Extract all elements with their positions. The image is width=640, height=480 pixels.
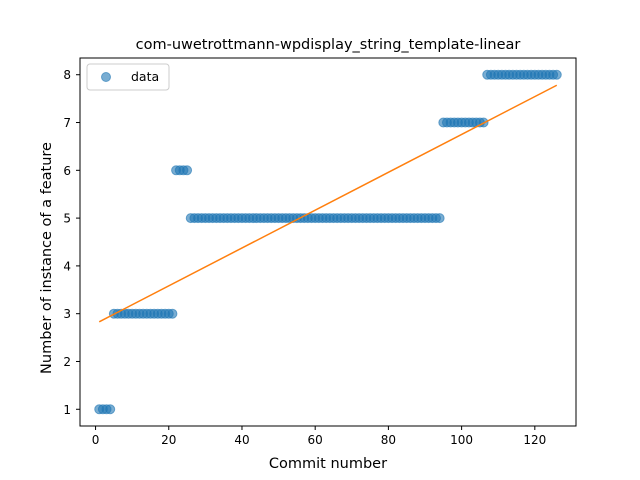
- legend: data: [86, 63, 170, 91]
- y-tick-label: 7: [63, 116, 71, 130]
- fit-line: [98, 84, 558, 323]
- x-tick-label: 80: [381, 433, 396, 447]
- x-tick-label: 40: [234, 433, 249, 447]
- legend-marker-data: [101, 72, 111, 82]
- data-point: [551, 69, 562, 80]
- y-tick-label: 8: [63, 68, 71, 82]
- axes-layer: 0 20 40 60 80 100 120 1 2 3 4 5 6 7 8: [63, 57, 577, 447]
- y-tick-label: 6: [63, 164, 71, 178]
- x-tick-label: 0: [92, 433, 100, 447]
- x-tick-label: 60: [308, 433, 323, 447]
- x-tick-label: 120: [523, 433, 546, 447]
- y-tick-label: 3: [63, 307, 71, 321]
- data-point: [167, 308, 178, 319]
- data-point: [105, 404, 116, 415]
- plot-layer: [94, 69, 562, 415]
- y-tick-label: 2: [63, 355, 71, 369]
- y-axis-label: Number of instance of a feature: [39, 142, 55, 374]
- y-tick-label: 5: [63, 212, 71, 226]
- data-point: [434, 213, 445, 224]
- legend-label-data: data: [131, 69, 159, 84]
- chart-title: com-uwetrottmann-wpdisplay_string_templa…: [136, 37, 521, 53]
- x-tick-label: 20: [161, 433, 176, 447]
- y-tick-label: 1: [63, 403, 71, 417]
- y-tick-label: 4: [63, 259, 71, 273]
- x-axis-label: Commit number: [269, 456, 387, 472]
- data-point: [182, 165, 193, 176]
- legend-frame: [86, 63, 170, 91]
- axes-frame: [79, 57, 577, 427]
- x-tick-label: 100: [450, 433, 473, 447]
